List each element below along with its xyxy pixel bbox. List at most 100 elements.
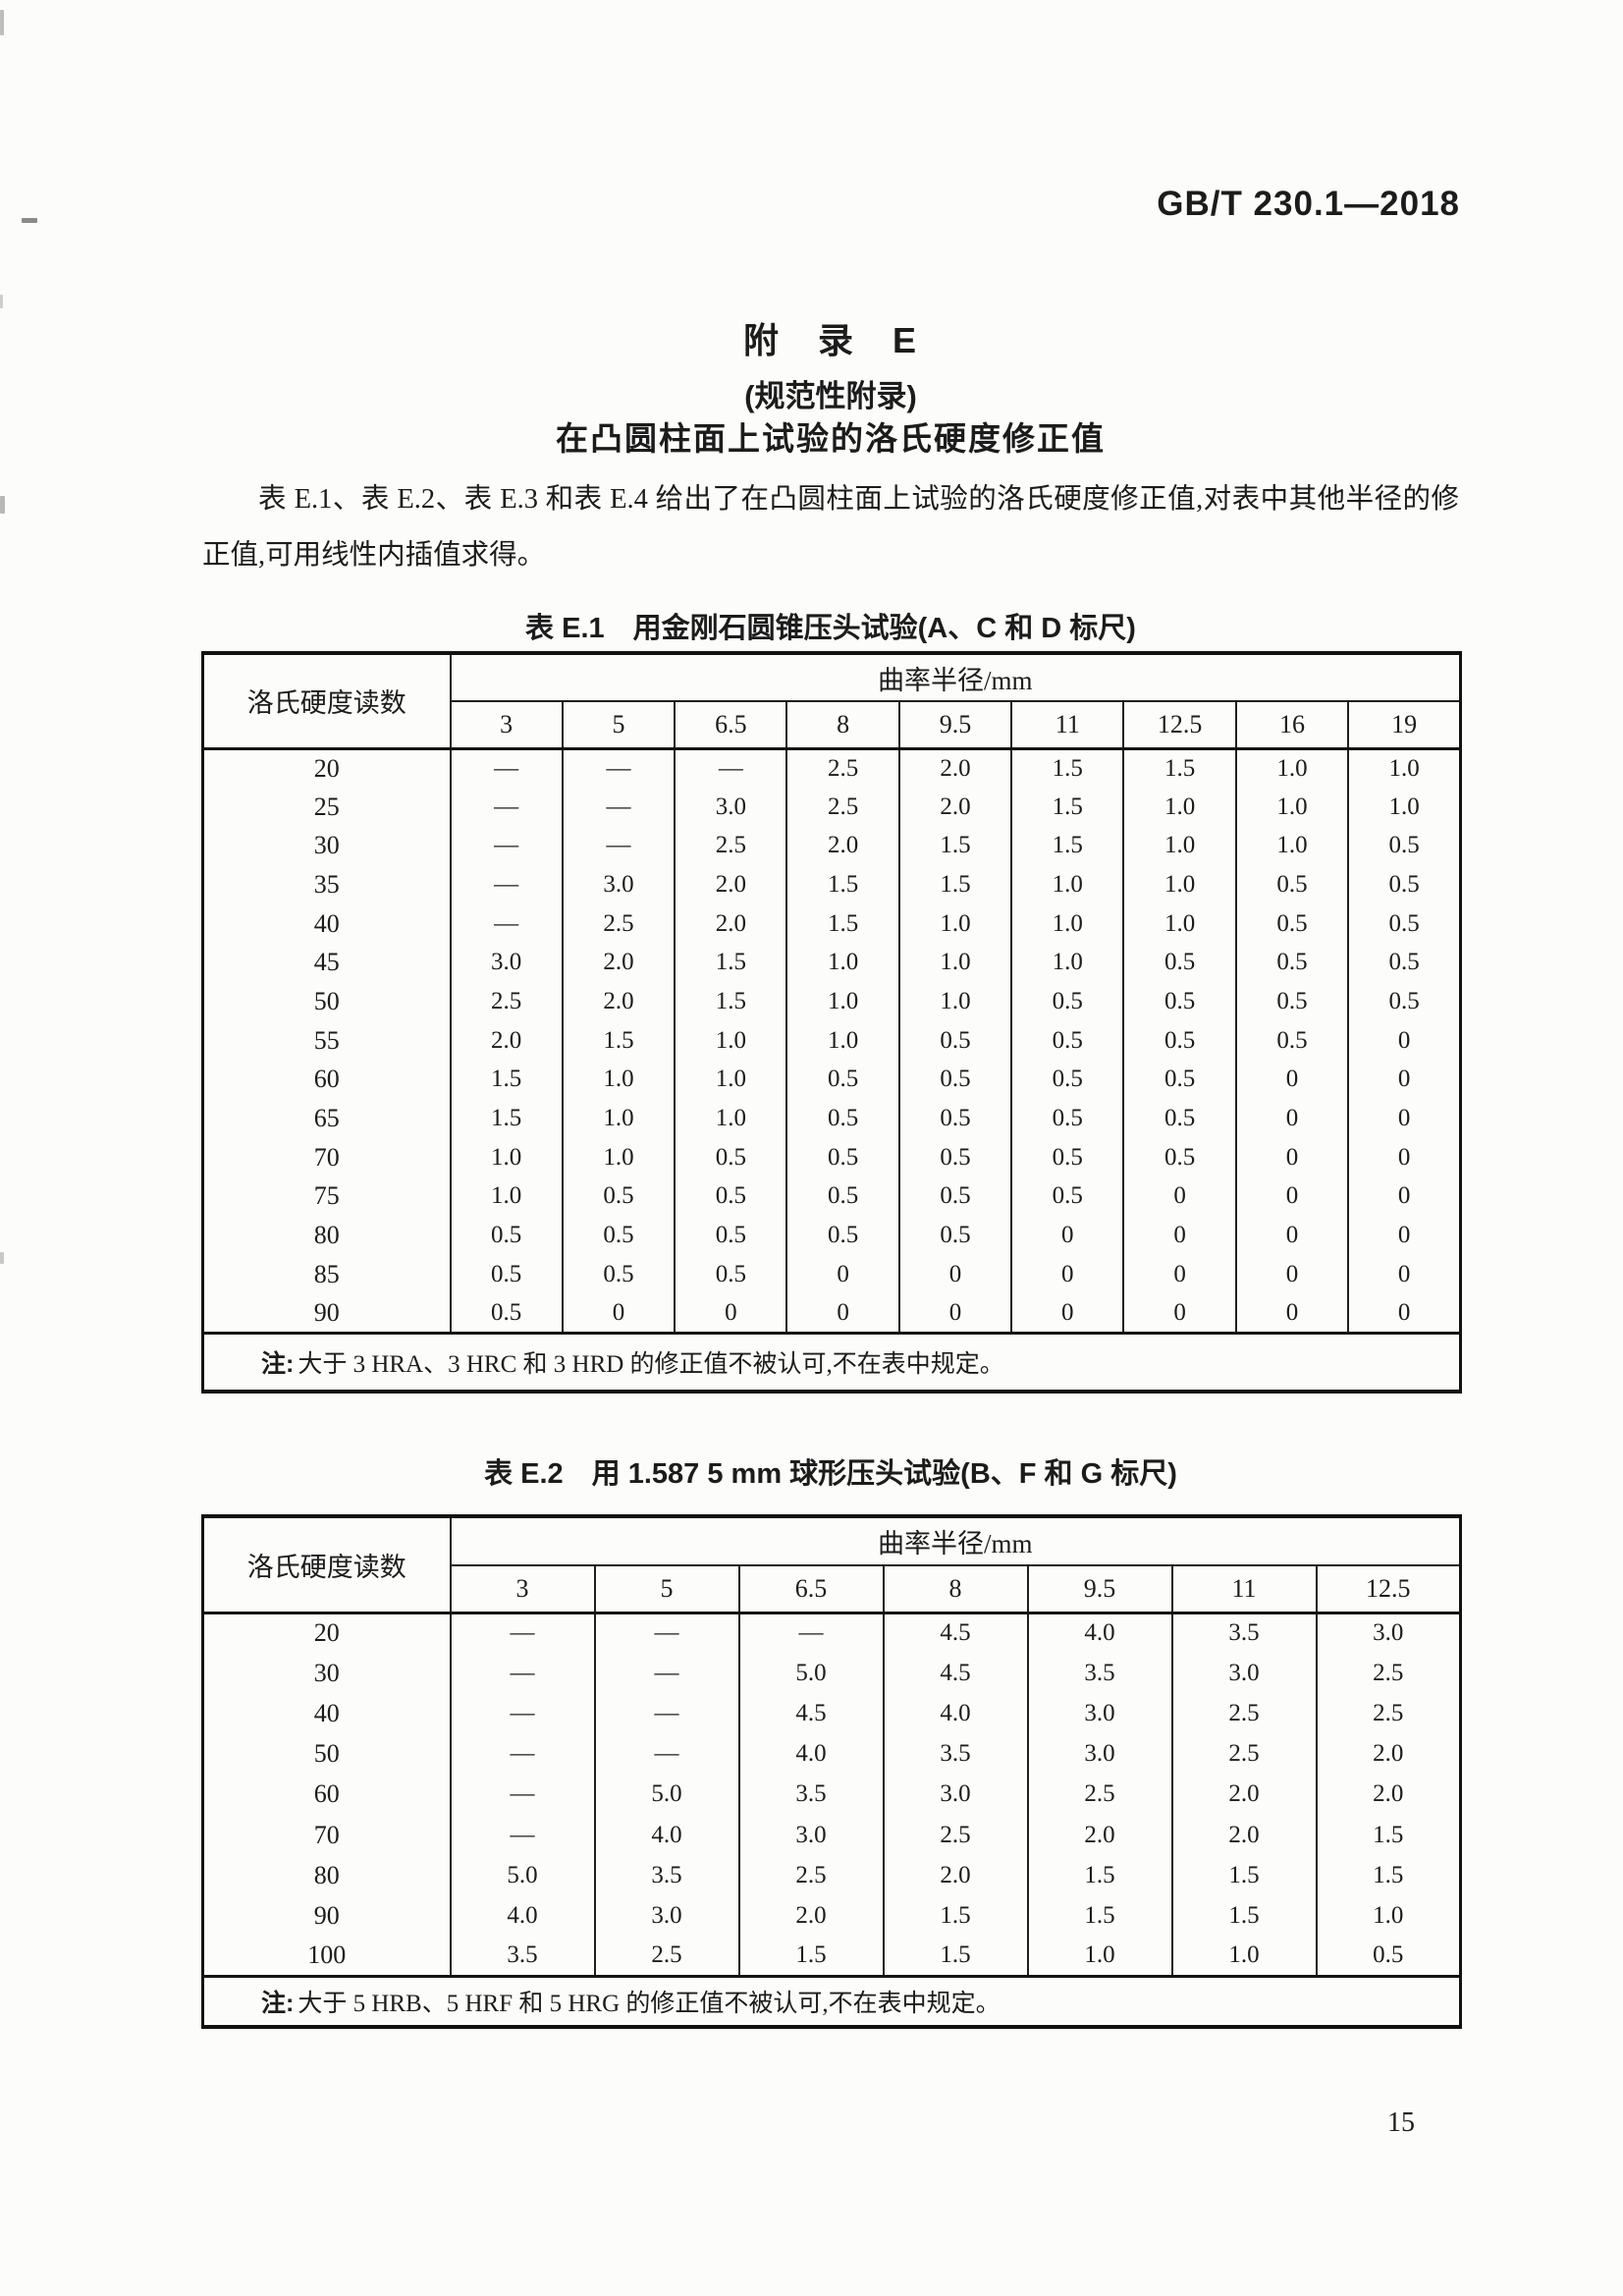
hardness-row-label: 80	[201, 1216, 452, 1255]
correction-value-cell: 4.0	[737, 1733, 885, 1775]
table-row: 30— —5.0 4.5 3.5 3.0 2.5	[201, 1653, 1462, 1694]
correction-value-cell: 1.0	[1170, 1936, 1318, 1977]
hardness-row-label: 25	[201, 787, 452, 827]
correction-value-cell: 0	[785, 1254, 900, 1294]
correction-value-cell: —	[449, 865, 564, 904]
correction-value-cell: 2.0	[1170, 1774, 1318, 1815]
table-row: 80 0.5 0.5 0.5 0.5 0.5 0 0 0 0	[201, 1216, 1462, 1255]
appendix-heading: 在凸圆柱面上试验的洛氏硬度修正值	[556, 420, 1106, 457]
correction-value-cell: 2.5	[737, 1855, 885, 1896]
correction-value-cell: 0.5	[1010, 1099, 1125, 1138]
correction-value-cell: 0	[897, 1293, 1013, 1334]
radius-column-header: 16	[1234, 701, 1350, 748]
correction-value-cell: 0	[785, 1293, 900, 1334]
radius-column-header: 3	[449, 1565, 596, 1613]
correction-value-cell: 1.0	[785, 943, 900, 983]
radius-span-header: 曲率半径/mm	[449, 653, 1462, 702]
correction-value-cell: —	[561, 787, 676, 827]
correction-value-cell: 4.0	[1026, 1611, 1173, 1654]
correction-value-cell: 0.5	[1234, 865, 1350, 904]
correction-value-cell: 3.5	[1170, 1611, 1318, 1654]
correction-value-cell: 1.5	[674, 943, 788, 983]
correction-value-cell: —	[449, 1814, 596, 1856]
correction-value-cell: 2.5	[1026, 1774, 1173, 1815]
correction-value-cell: 1.5	[1315, 1814, 1462, 1856]
correction-value-cell: 0	[674, 1293, 788, 1334]
correction-value-cell: 0.5	[674, 1216, 788, 1255]
table-row: 40— —4.5 4.0 3.0 2.5 2.5	[201, 1693, 1462, 1734]
correction-value-cell: 1.0	[785, 982, 900, 1021]
correction-value-cell: 4.5	[882, 1611, 1029, 1654]
correction-value-cell: 1.5	[882, 1936, 1029, 1977]
correction-value-cell: 1.0	[1122, 787, 1237, 827]
correction-value-cell: 1.0	[1234, 826, 1350, 866]
correction-value-cell: 1.0	[1315, 1895, 1462, 1937]
correction-value-cell: 1.0	[561, 1099, 676, 1138]
correction-value-cell: 4.0	[593, 1814, 740, 1856]
note-label: 注:	[261, 1350, 295, 1379]
correction-value-cell: 0	[1347, 1137, 1462, 1177]
correction-value-cell: 2.0	[897, 746, 1013, 788]
correction-value-cell: 0.5	[449, 1254, 564, 1294]
correction-value-cell: 1.0	[1010, 903, 1125, 944]
correction-value-cell: 0	[1122, 1216, 1237, 1255]
appendix-subtitle: (规范性附录)	[744, 379, 917, 413]
correction-value-cell: 0.5	[1010, 982, 1125, 1021]
table-row: 50— —4.0 3.5 3.0 2.5 2.0	[201, 1733, 1462, 1775]
correction-value-cell: —	[449, 826, 564, 866]
correction-value-cell: 1.0	[897, 982, 1013, 1021]
correction-value-cell: 4.0	[449, 1895, 596, 1937]
hardness-row-label: 40	[201, 903, 452, 944]
table-row: 60 1.5 1.0 1.0 0.5 0.5 0.5 0.5 0 0	[201, 1060, 1462, 1100]
correction-value-cell: 2.0	[897, 787, 1013, 827]
correction-value-cell: 1.5	[449, 1060, 564, 1100]
correction-value-cell: 0.5	[897, 1099, 1013, 1138]
correction-value-cell: 0.5	[785, 1060, 900, 1100]
correction-value-cell: 3.5	[593, 1855, 740, 1896]
table-row: 85 0.5 0.5 0.5 0 0 0 0 0 0	[201, 1254, 1462, 1294]
correction-value-cell: 0	[1234, 1060, 1350, 1100]
correction-value-cell: 1.0	[1347, 787, 1462, 827]
radius-column-header: 12.5	[1122, 701, 1237, 748]
correction-value-cell: 0.5	[1234, 903, 1350, 944]
table-row: 55 2.0 1.5 1.0 1.0 0.5 0.5 0.5 0.5 0	[201, 1020, 1462, 1061]
table-e2-caption: 表 E.2 用 1.587 5 mm 球形压头试验(B、F 和 G 标尺)	[484, 1458, 1177, 1490]
scan-artifact	[22, 218, 37, 223]
correction-value-cell: 0.5	[897, 1137, 1013, 1177]
hardness-row-label: 70	[201, 1814, 452, 1856]
correction-value-cell: 3.0	[737, 1814, 885, 1856]
correction-value-cell: 5.0	[593, 1774, 740, 1815]
correction-value-cell: 0.5	[1347, 903, 1462, 944]
radius-column-header: 8	[785, 701, 900, 748]
radius-column-header: 5	[593, 1565, 740, 1613]
correction-value-cell: 3.0	[449, 943, 564, 983]
correction-value-cell: 0	[1347, 1216, 1462, 1255]
correction-value-cell: 0.5	[449, 1216, 564, 1255]
note-label: 注:	[261, 1989, 295, 2017]
hardness-row-label: 30	[201, 826, 452, 866]
correction-value-cell: 0	[1122, 1254, 1237, 1294]
correction-value-cell: —	[561, 826, 676, 866]
hardness-row-label: 75	[201, 1176, 452, 1217]
table-row: 60—5.0 3.5 3.0 2.5 2.0 2.0	[201, 1774, 1462, 1815]
correction-value-cell: 2.0	[1315, 1774, 1462, 1815]
correction-value-cell: 3.0	[1315, 1611, 1462, 1654]
table-row: 75 1.0 0.5 0.5 0.5 0.5 0.5 0 0 0	[201, 1176, 1462, 1217]
correction-value-cell: 3.0	[1170, 1653, 1318, 1694]
correction-value-cell: 1.5	[1170, 1855, 1318, 1896]
correction-value-cell: 1.5	[1026, 1855, 1173, 1896]
correction-value-cell: 0.5	[1122, 1060, 1237, 1100]
radius-column-header: 19	[1347, 701, 1462, 748]
correction-value-cell: 1.0	[1234, 746, 1350, 788]
radius-column-header: 8	[882, 1565, 1029, 1613]
note-text: 大于 3 HRA、3 HRC 和 3 HRD 的修正值不被认可,不在表中规定。	[298, 1351, 1004, 1379]
correction-value-cell: 1.5	[785, 903, 900, 944]
correction-value-cell: 2.0	[674, 865, 788, 904]
correction-value-cell: 0.5	[785, 1176, 900, 1217]
correction-value-cell: 1.5	[882, 1895, 1029, 1937]
correction-value-cell: 3.0	[561, 865, 676, 904]
correction-value-cell: 1.0	[449, 1137, 564, 1177]
correction-value-cell: 2.5	[1170, 1733, 1318, 1775]
scan-artifact	[0, 496, 5, 514]
table-e1: 洛氏硬度读数 曲率半径/mm 3 5 6.5 8 9.5 11 12.5 16 19 20— — —2.5…	[201, 651, 1463, 1394]
